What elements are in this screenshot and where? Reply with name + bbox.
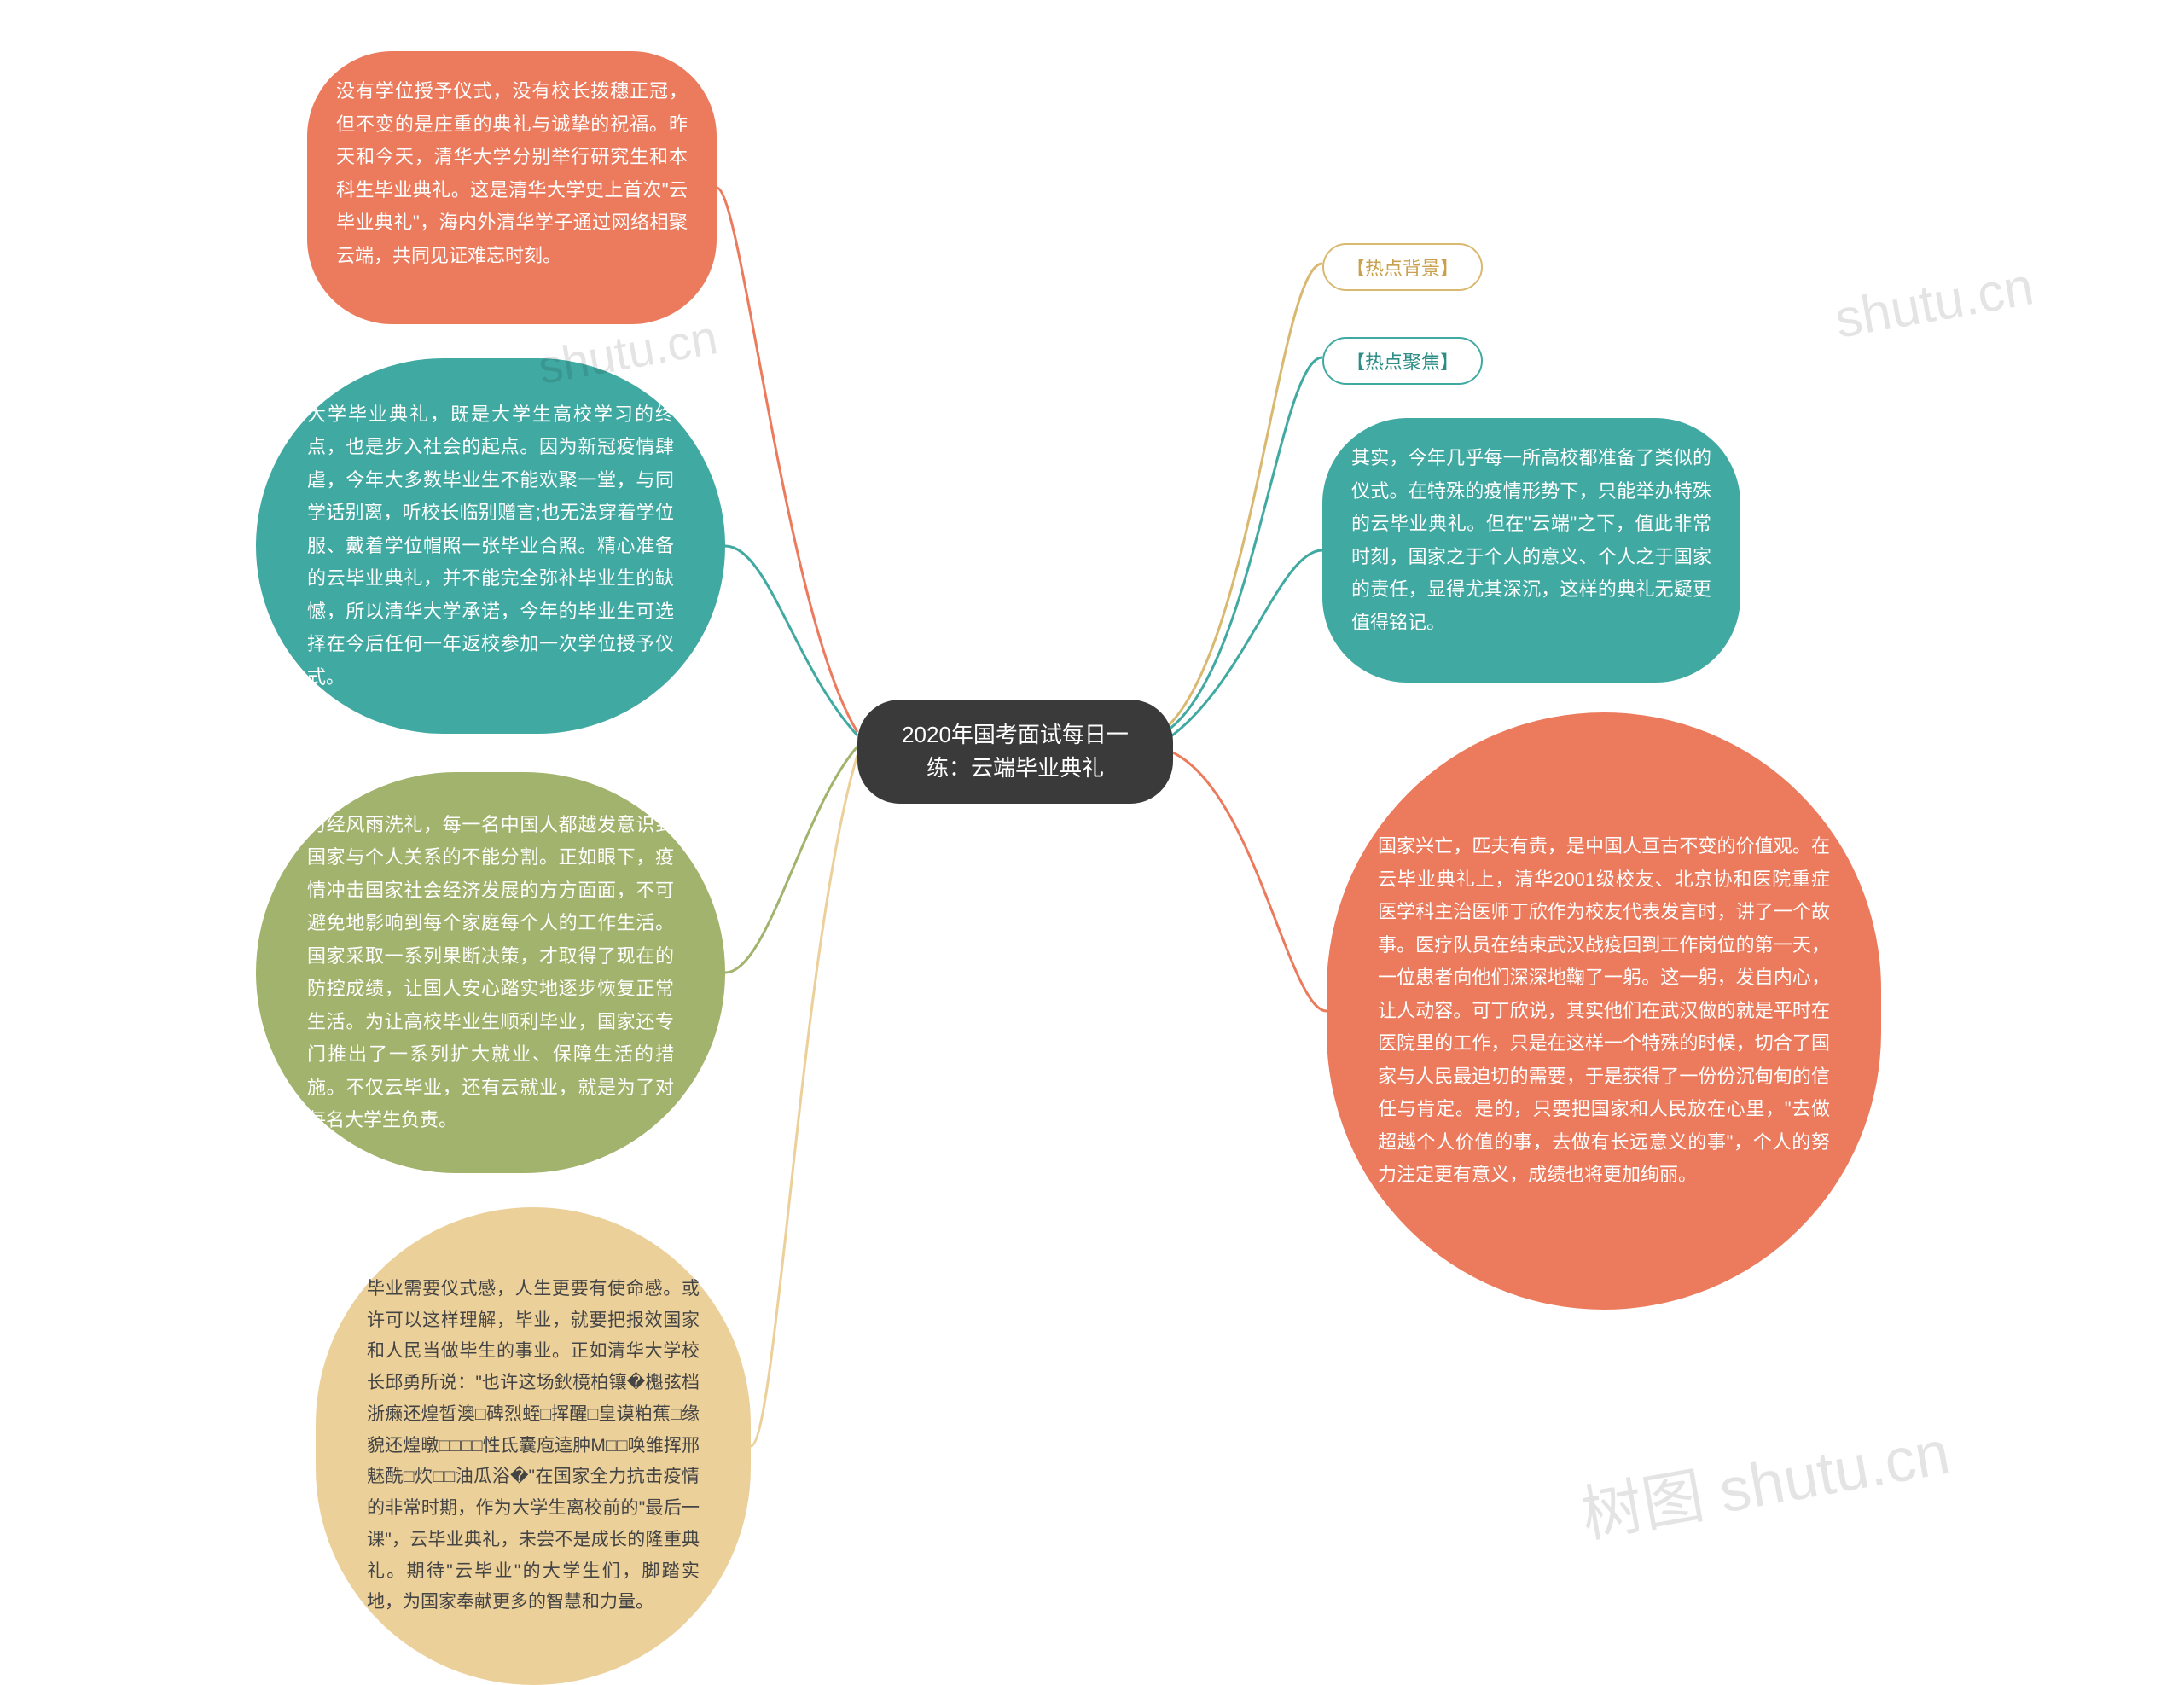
node-left-1: 没有学位授予仪式，没有校长拨穗正冠，但不变的是庄重的典礼与诚挚的祝福。昨天和今天… xyxy=(307,51,717,324)
node-text: 没有学位授予仪式，没有校长拨穗正冠，但不变的是庄重的典礼与诚挚的祝福。昨天和今天… xyxy=(336,80,688,266)
node-left-3: 历经风雨洗礼，每一名中国人都越发意识到国家与个人关系的不能分割。正如眼下，疫情冲… xyxy=(256,772,725,1173)
node-left-2: 大学毕业典礼，既是大学生高校学习的终点，也是步入社会的起点。因为新冠疫情肆虐，今… xyxy=(256,358,725,734)
label-hot-background: 【热点背景】 xyxy=(1322,243,1483,291)
node-text: 其实，今年几乎每一所高校都准备了类似的仪式。在特殊的疫情形势下，只能举办特殊的云… xyxy=(1351,447,1711,633)
node-left-4: 毕业需要仪式感，人生更要有使命感。或许可以这样理解，毕业，就要把报效国家和人民当… xyxy=(316,1207,751,1685)
edge xyxy=(725,747,857,973)
edge xyxy=(1169,264,1322,725)
node-text: 毕业需要仪式感，人生更要有使命感。或许可以这样理解，毕业，就要把报效国家和人民当… xyxy=(367,1274,700,1618)
edge xyxy=(751,755,857,1446)
label-text: 【热点背景】 xyxy=(1346,258,1459,279)
node-text: 大学毕业典礼，既是大学生高校学习的终点，也是步入社会的起点。因为新冠疫情肆虐，今… xyxy=(307,398,674,694)
center-node: 2020年国考面试每日一练：云端毕业典礼 xyxy=(857,700,1173,804)
node-right-4: 国家兴亡，匹夫有责，是中国人亘古不变的价值观。在云毕业典礼上，清华2001级校友… xyxy=(1327,712,1881,1310)
node-right-3: 其实，今年几乎每一所高校都准备了类似的仪式。在特殊的疫情形势下，只能举办特殊的云… xyxy=(1322,418,1740,683)
label-hot-focus: 【热点聚焦】 xyxy=(1322,337,1483,385)
mindmap-canvas: 2020年国考面试每日一练：云端毕业典礼 没有学位授予仪式，没有校长拨穗正冠，但… xyxy=(0,0,2184,1554)
label-text: 【热点聚焦】 xyxy=(1346,352,1459,373)
node-text: 历经风雨洗礼，每一名中国人都越发意识到国家与个人关系的不能分割。正如眼下，疫情冲… xyxy=(307,809,674,1137)
node-text: 国家兴亡，匹夫有责，是中国人亘古不变的价值观。在云毕业典礼上，清华2001级校友… xyxy=(1378,830,1830,1192)
center-text: 2020年国考面试每日一练：云端毕业典礼 xyxy=(902,722,1129,781)
edge xyxy=(1169,751,1327,1011)
edge xyxy=(717,188,857,732)
edge xyxy=(725,546,857,735)
edge xyxy=(1169,550,1322,738)
edge xyxy=(1169,357,1322,729)
watermark: 树图 shutu.cn xyxy=(1573,1402,1955,1554)
watermark: shutu.cn xyxy=(1831,256,2038,351)
